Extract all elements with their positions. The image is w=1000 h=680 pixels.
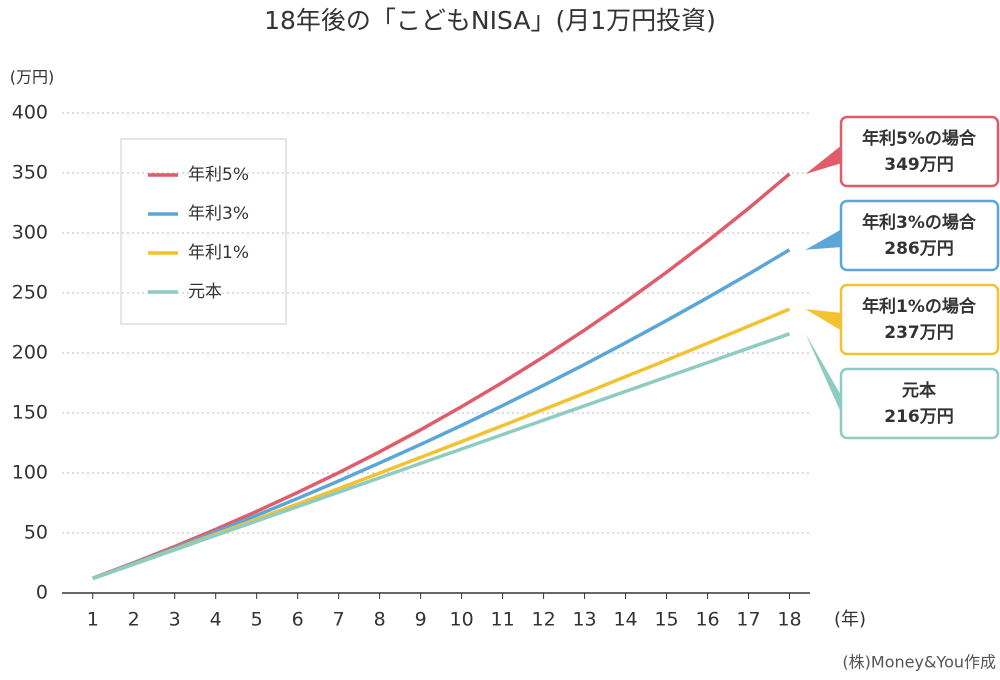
callout-value: 349万円	[884, 155, 954, 175]
y-tick-label: 150	[12, 402, 48, 424]
callout-pointer	[805, 145, 842, 174]
y-tick-label: 400	[12, 102, 48, 124]
callout-value: 237万円	[884, 323, 954, 343]
x-tick-label: 1	[87, 609, 99, 631]
y-unit: (万円)	[10, 68, 55, 87]
callout-title: 年利3%の場合	[862, 212, 977, 233]
y-tick-label: 250	[12, 282, 48, 304]
x-tick-label: 7	[333, 609, 345, 631]
x-tick-label: 4	[210, 609, 222, 631]
callout-box	[839, 115, 1000, 188]
legend-label: 年利3%	[188, 204, 249, 224]
x-tick-label: 8	[374, 609, 386, 631]
x-tick-label: 5	[251, 609, 263, 631]
legend-label: 年利5%	[188, 165, 249, 185]
callout-pointer	[805, 309, 842, 331]
x-tick-label: 18	[777, 609, 801, 631]
callout-pointer	[805, 229, 842, 250]
x-tick-label: 6	[292, 609, 304, 631]
x-tick-label: 11	[491, 609, 515, 631]
callout-box	[839, 199, 1000, 272]
x-tick-label: 12	[531, 609, 555, 631]
x-tick-label: 14	[613, 609, 637, 631]
x-tick-label: 17	[736, 609, 760, 631]
x-tick-label: 13	[572, 609, 596, 631]
y-tick-label: 100	[12, 462, 48, 484]
x-tick-label: 9	[415, 609, 427, 631]
callout-box	[839, 367, 1000, 440]
callout-title: 元本	[902, 380, 936, 401]
callout-pointer	[805, 333, 842, 415]
x-tick-label: 15	[654, 609, 678, 631]
y-tick-label: 300	[12, 222, 48, 244]
y-tick-label: 0	[36, 582, 48, 604]
callout-box	[839, 283, 1000, 356]
series-line	[92, 248, 791, 581]
callout-title: 年利1%の場合	[862, 296, 977, 317]
y-tick-label: 200	[12, 342, 48, 364]
x-tick-label: 10	[450, 609, 474, 631]
legend-label: 年利1%	[188, 243, 249, 263]
x-tick-label: 3	[169, 609, 181, 631]
callout-value: 216万円	[884, 407, 954, 427]
series-line	[92, 332, 791, 581]
y-tick-label: 50	[24, 522, 48, 544]
y-tick-label: 350	[12, 162, 48, 184]
callout-value: 286万円	[884, 239, 954, 259]
callout-title: 年利5%の場合	[862, 128, 977, 149]
source: (株)Money&You作成	[842, 653, 996, 672]
x-tick-label: 2	[128, 609, 140, 631]
legend-label: 元本	[188, 282, 222, 302]
series-line	[92, 172, 791, 580]
x-unit: (年)	[834, 609, 866, 630]
chart-title: 18年後の「こどもNISA」(月1万円投資)	[264, 6, 716, 35]
x-tick-label: 16	[695, 609, 719, 631]
